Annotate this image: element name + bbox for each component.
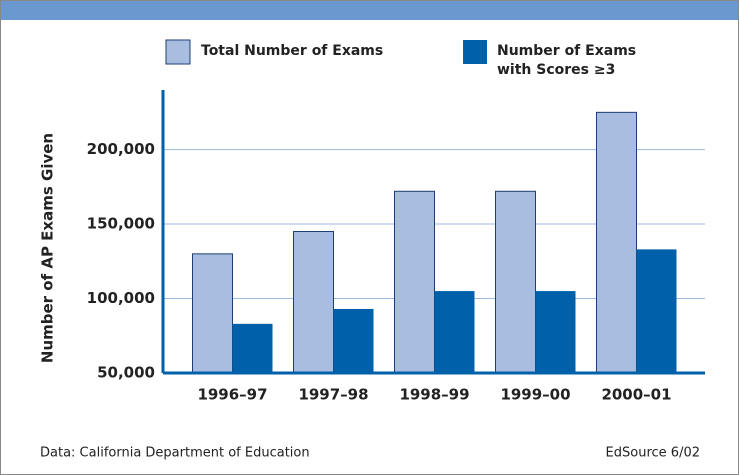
y-tick-label: 200,000 [87, 140, 155, 158]
legend-swatch [165, 39, 191, 65]
bar [495, 190, 536, 374]
bar [192, 253, 233, 374]
x-tick-label: 2000–01 [601, 386, 671, 404]
legend-label: Total Number of Exams [201, 43, 384, 59]
legend-swatch [463, 40, 487, 64]
bar [535, 291, 576, 373]
bar [333, 308, 374, 373]
x-tick-label: 1999–00 [500, 386, 570, 404]
y-tick-label: 50,000 [97, 364, 155, 382]
bar [636, 249, 677, 373]
x-tick-label: 1997–98 [298, 386, 368, 404]
credit: EdSource 6/02 [606, 446, 700, 461]
y-axis-label: Number of AP Exams Given [39, 133, 57, 363]
x-tick-label: 1996–97 [197, 386, 267, 404]
y-tick-label: 150,000 [87, 215, 155, 233]
bar [434, 291, 475, 373]
x-tick-label: 1998–99 [399, 386, 469, 404]
bar [293, 231, 334, 374]
bar [596, 111, 637, 374]
bar [394, 190, 435, 374]
source: Data: California Department of Education [40, 446, 310, 461]
legend-label: Number of Exams with Scores ≥3 [497, 43, 637, 78]
header-band [0, 0, 739, 20]
y-tick-label: 100,000 [87, 289, 155, 307]
bar [232, 323, 273, 373]
